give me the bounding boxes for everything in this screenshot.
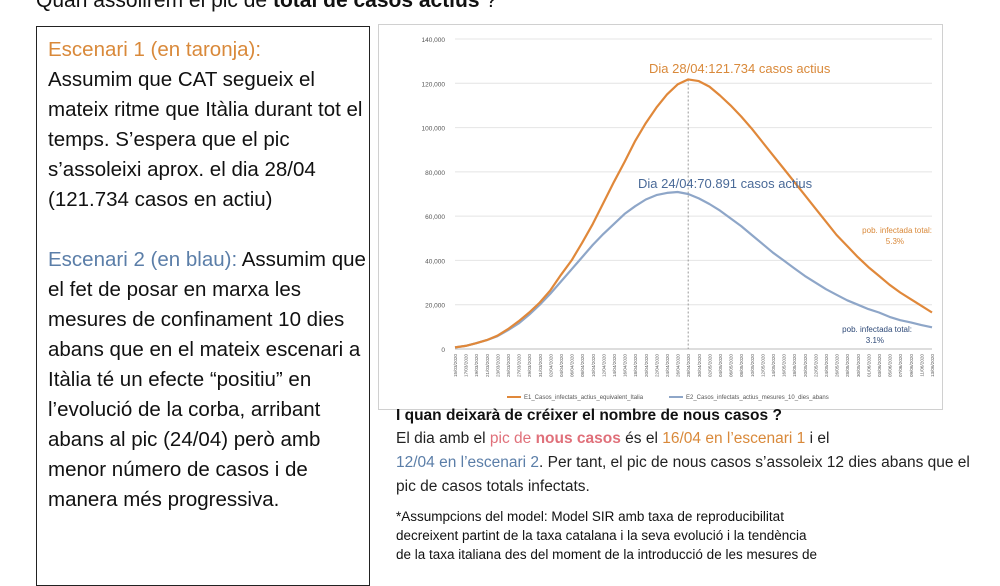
x-tick-label: 27/03/2020	[517, 354, 522, 377]
x-tick-label: 22/04/2020	[654, 354, 659, 377]
x-tick-label: 16/05/2020	[782, 354, 787, 377]
y-tick-label: 140,000	[422, 37, 446, 44]
y-tick-label: 20,000	[425, 303, 445, 310]
scenario-2-text: Assumim que el fet de posar en marxa les…	[48, 248, 366, 511]
answer-part-7: 12/04 en l’escenari 2	[396, 454, 540, 471]
x-tick-label: 10/05/2020	[750, 354, 755, 377]
x-tick-label: 24/04/2020	[665, 354, 670, 377]
note-line-2: decreixent partint de la taxa catalana i…	[396, 528, 807, 543]
x-tick-label: 24/05/2020	[824, 354, 829, 377]
peak-1-annotation: Dia 28/04:121.734 casos actius	[649, 61, 831, 76]
x-tick-label: 06/04/2020	[570, 354, 575, 377]
x-tick-label: 11/06/2020	[919, 354, 924, 377]
x-tick-label: 28/04/2020	[686, 354, 691, 377]
x-tick-label: 15/03/2020	[453, 354, 458, 377]
series-line-2	[454, 190, 933, 349]
pob-2-label-line2: 3.1%	[866, 336, 884, 345]
x-tick-label: 02/05/2020	[707, 354, 712, 377]
answer-part-2: pic de	[489, 430, 536, 447]
y-axis-ticks: 0 20,000 40,000 60,000 80,000 100,000 120,000 1…	[422, 37, 446, 354]
x-tick-label: 12/04/2020	[601, 354, 606, 377]
answer-part-4: és el	[620, 430, 663, 447]
scenario-2-paragraph: Escenari 2 (en blau): Assumim que el fet…	[48, 245, 369, 515]
note-line-1: *Assumpcions del model: Model SIR amb ta…	[396, 509, 784, 524]
pob-1-label-line1: pob. infectada total:	[862, 226, 932, 235]
scenario-1-title: Escenari 1 (en taronja):	[48, 38, 262, 61]
peak-2-annotation: Dia 24/04:70.891 casos actius	[638, 176, 813, 191]
x-tick-label: 14/05/2020	[771, 354, 776, 377]
scenario-1-text: Assumim que CAT segueix el mateix ritme …	[48, 68, 363, 211]
x-tick-label: 20/05/2020	[803, 354, 808, 377]
x-tick-label: 12/05/2020	[760, 354, 765, 377]
x-tick-label: 22/05/2020	[813, 354, 818, 377]
x-tick-label: 16/04/2020	[623, 354, 628, 377]
x-tick-label: 01/06/2020	[866, 354, 871, 377]
x-tick-label: 30/05/2020	[856, 354, 861, 377]
heading-suffix: ?	[479, 0, 498, 12]
x-tick-label: 08/04/2020	[580, 354, 585, 377]
x-tick-label: 03/06/2020	[877, 354, 882, 377]
x-axis-ticks: 15/03/2020 17/03/2020 19/03/2020 21/03/2020…	[453, 354, 935, 377]
heading-bold: total de casos actius	[272, 0, 480, 12]
x-tick-label: 28/05/2020	[845, 354, 850, 377]
x-tick-label: 31/03/2020	[538, 354, 543, 377]
answer-part-8: . Per tant, el pic de nous casos s’assol…	[396, 454, 970, 495]
x-tick-label: 19/03/2020	[474, 354, 479, 377]
y-tick-label: 120,000	[422, 81, 446, 88]
chart-grid	[455, 38, 932, 350]
y-tick-label: 40,000	[425, 258, 445, 265]
page-heading: Quan assolirem el pic de total de casos …	[36, 0, 497, 13]
chart-series	[454, 78, 933, 349]
x-tick-label: 26/05/2020	[835, 354, 840, 377]
heading-prefix: Quan assolirem el pic de	[36, 0, 273, 12]
model-assumptions-note: *Assumpcions del model: Model SIR amb ta…	[396, 507, 986, 564]
active-cases-chart: 0 20,000 40,000 60,000 80,000 100,000 120,000 1…	[422, 37, 936, 401]
chart-legend: E1_Casos_infectats_actius_equivalent_Ita…	[507, 395, 829, 401]
answer-paragraph: El dia amb el pic de nous casos és el 16…	[396, 427, 986, 499]
x-tick-label: 04/04/2020	[559, 354, 564, 377]
answer-part-1: El dia amb el	[396, 430, 490, 447]
x-tick-label: 20/04/2020	[644, 354, 649, 377]
scenario-1-paragraph: Escenari 1 (en taronja): Assumim que CAT …	[48, 35, 369, 215]
x-tick-label: 29/03/2020	[527, 354, 532, 377]
note-line-3: de la taxa italiana des del moment de la…	[396, 547, 817, 562]
pob-2-label-line1: pob. infectada total:	[842, 325, 912, 334]
series-line-1	[454, 78, 933, 349]
x-tick-label: 18/04/2020	[633, 354, 638, 377]
x-tick-label: 05/06/2020	[888, 354, 893, 377]
x-tick-label: 07/06/2020	[898, 354, 903, 377]
x-tick-label: 26/04/2020	[676, 354, 681, 377]
bottom-text: I quan deixarà de créixer el nombre de n…	[396, 405, 986, 564]
x-tick-label: 09/06/2020	[909, 354, 914, 377]
answer-part-5: 16/04 en l’escenari 1	[662, 430, 806, 447]
pob-1-label-line2: 5.3%	[886, 237, 904, 246]
x-tick-label: 10/04/2020	[591, 354, 596, 377]
x-tick-label: 04/05/2020	[718, 354, 723, 377]
legend-label-1: E1_Casos_infectats_actius_equivalent_Ita…	[524, 395, 644, 401]
scenario-2-title: Escenari 2 (en blau):	[48, 248, 238, 271]
x-tick-label: 18/05/2020	[792, 354, 797, 377]
x-tick-label: 30/04/2020	[697, 354, 702, 377]
y-tick-label: 80,000	[425, 170, 445, 177]
x-tick-label: 06/05/2020	[729, 354, 734, 377]
x-tick-label: 13/06/2020	[930, 354, 935, 377]
y-tick-label: 100,000	[422, 126, 446, 133]
x-tick-label: 08/05/2020	[739, 354, 744, 377]
x-tick-label: 21/03/2020	[485, 354, 490, 377]
chart-container: 0 20,000 40,000 60,000 80,000 100,000 120,000 1…	[378, 24, 943, 410]
y-tick-label: 0	[441, 347, 445, 354]
x-tick-label: 25/03/2020	[506, 354, 511, 377]
legend-label-2: E2_Casos_infectats_actius_mesures_10_die…	[686, 395, 829, 401]
x-tick-label: 17/03/2020	[464, 354, 469, 377]
x-tick-label: 14/04/2020	[612, 354, 617, 377]
answer-part-3: nous casos	[535, 430, 621, 447]
answer-part-6: i el	[805, 430, 830, 447]
x-tick-label: 02/04/2020	[548, 354, 553, 377]
question-heading: I quan deixarà de créixer el nombre de n…	[396, 407, 782, 424]
x-tick-label: 23/03/2020	[495, 354, 500, 377]
scenario-box: Escenari 1 (en taronja): Assumim que CAT …	[36, 26, 370, 586]
y-tick-label: 60,000	[425, 214, 445, 221]
